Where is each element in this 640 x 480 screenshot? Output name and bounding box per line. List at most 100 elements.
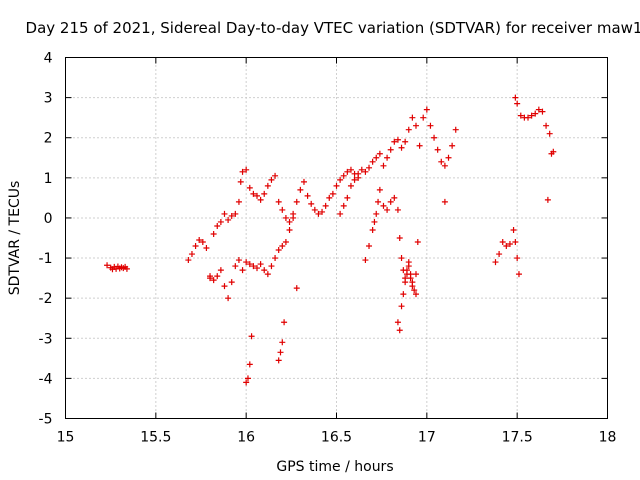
data-point [272,255,279,262]
data-point [282,239,289,246]
data-point [380,202,387,209]
y-axis-label: SDTVAR / TECUs [7,181,23,296]
data-point [268,263,275,270]
data-point [246,261,253,268]
data-point [244,375,251,382]
data-point [535,106,542,113]
data-point [371,218,378,225]
data-point [250,263,257,270]
x-tick-label: 15.5 [140,430,171,446]
data-point [275,357,282,364]
data-point [544,196,551,203]
data-point [319,208,326,215]
data-point [308,200,315,207]
y-tick-label: -1 [39,251,53,267]
data-point [449,142,456,149]
data-point [282,214,289,221]
data-point [376,150,383,157]
grid [65,57,608,419]
data-point [387,198,394,205]
data-point [275,198,282,205]
data-point [373,210,380,217]
data-point [427,122,434,129]
x-axis-label: GPS time / hours [276,459,393,475]
y-tick-label: -4 [39,371,53,387]
data-point [514,100,521,107]
data-point [423,106,430,113]
data-point [403,267,410,274]
data-point [217,267,224,274]
data-point [369,226,376,233]
data-point [207,275,214,282]
data-point [275,247,282,254]
data-point [525,114,532,121]
data-point [510,226,517,233]
data-point [293,198,300,205]
data-point [355,170,362,177]
data-point [380,162,387,169]
data-point [261,190,268,197]
data-point [315,210,322,217]
x-tick-label: 15 [57,430,75,446]
y-tick-label: -3 [39,331,53,347]
data-point [235,198,242,205]
data-point [221,210,228,217]
data-point [411,287,418,294]
data-point [441,198,448,205]
data-point [512,239,519,246]
data-point [340,202,347,209]
data-point [499,239,506,246]
y-tick-label: 1 [44,171,53,187]
data-point [232,210,239,217]
y-tick-label: -2 [39,291,53,307]
data-point [550,148,557,155]
data-point [225,295,232,302]
x-tick-label: 18 [599,430,617,446]
data-point [243,379,250,386]
data-point [412,291,419,298]
data-point [277,349,284,356]
data-point [311,206,318,213]
data-point [337,176,344,183]
data-point [387,146,394,153]
data-point [532,110,539,117]
data-point [203,245,210,252]
data-point [517,112,524,119]
data-point [420,114,427,121]
data-point [297,186,304,193]
data-point [441,162,448,169]
data-point [199,239,206,246]
data-point [514,255,521,262]
data-point [373,154,380,161]
data-point [391,138,398,145]
data-point [340,172,347,179]
data-point [232,263,239,270]
data-point [512,94,519,101]
data-point [366,243,373,250]
data-point [257,196,264,203]
data-point [235,257,242,264]
data-point [228,279,235,286]
y-tick-label: -5 [39,412,53,428]
data-point [362,257,369,264]
data-point [322,202,329,209]
data-point [405,126,412,133]
data-point [414,239,421,246]
data-point [528,112,535,119]
y-tick-label: 3 [44,91,53,107]
data-point [492,259,499,266]
data-point [412,122,419,129]
data-point [391,194,398,201]
data-point [362,168,369,175]
data-point [254,265,261,272]
data-point [333,182,340,189]
data-point [237,178,244,185]
data-point [221,283,228,290]
chart-title: Day 215 of 2021, Sidereal Day-to-day VTE… [26,19,640,37]
data-point [123,265,130,272]
data-point [264,271,271,278]
data-point [366,164,373,171]
data-point [185,257,192,264]
data-point [214,222,221,229]
